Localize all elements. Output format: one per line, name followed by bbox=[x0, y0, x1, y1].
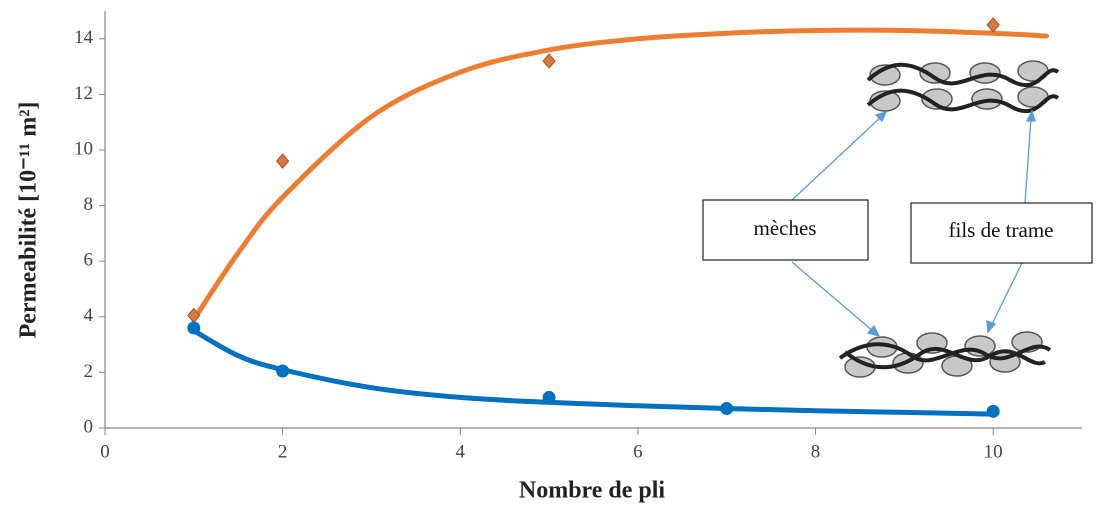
x-tick-label: 4 bbox=[456, 441, 466, 462]
x-tick-label: 6 bbox=[633, 441, 643, 462]
point bbox=[986, 404, 1000, 418]
point bbox=[276, 364, 290, 378]
y-tick-label: 0 bbox=[84, 416, 94, 437]
x-tick-label: 0 bbox=[100, 441, 110, 462]
y-tick-label: 12 bbox=[74, 83, 93, 104]
x-axis-label: Nombre de pli bbox=[519, 478, 666, 504]
x-tick-label: 10 bbox=[984, 441, 1003, 462]
annotation-box bbox=[702, 199, 869, 261]
y-axis-label: Permeabilité [10⁻¹¹ m²] bbox=[16, 102, 42, 339]
annotation: mèches bbox=[754, 216, 817, 240]
point bbox=[542, 53, 556, 69]
y-tick-label: 4 bbox=[84, 305, 94, 326]
annotation: fils de trame bbox=[949, 218, 1054, 242]
point bbox=[542, 390, 556, 404]
trendline bbox=[191, 27, 1049, 323]
point bbox=[986, 17, 1000, 33]
y-tick-label: 8 bbox=[84, 194, 94, 215]
annotation-box bbox=[910, 202, 1093, 264]
point bbox=[720, 402, 734, 416]
point bbox=[275, 153, 290, 169]
x-tick-label: 8 bbox=[811, 441, 821, 462]
fabric-top bbox=[866, 60, 1060, 114]
arrows bbox=[791, 109, 1036, 338]
y-tick-label: 6 bbox=[84, 250, 94, 271]
y-tick-label: 14 bbox=[74, 27, 94, 48]
y-tick-label: 10 bbox=[74, 138, 93, 159]
y-tick-label: 2 bbox=[84, 361, 94, 382]
x-tick-label: 2 bbox=[278, 441, 288, 462]
fabric-bottom bbox=[838, 331, 1052, 378]
point bbox=[187, 321, 201, 335]
